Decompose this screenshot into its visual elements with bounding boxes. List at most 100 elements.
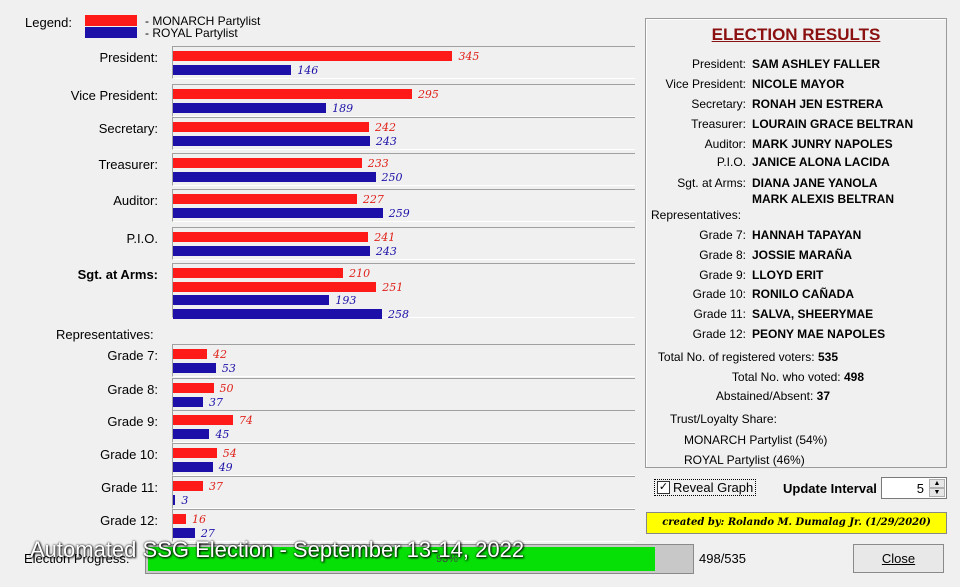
royal-bar: [173, 308, 382, 319]
royal-bar: [173, 135, 370, 146]
bar-value-label: 258: [387, 307, 409, 321]
row-frame: [172, 378, 635, 411]
election-results-panel: ELECTION RESULTS President: SAM ASHLEY FA…: [645, 18, 947, 468]
bar-value-label: 27: [200, 526, 215, 540]
bar-value-label: 37: [208, 480, 223, 493]
legend-label: Legend:: [25, 15, 72, 30]
royal-bar: [173, 171, 376, 182]
officer-result-value: LOURAIN GRACE BELTRAN: [752, 117, 914, 131]
row-label: Grade 8:: [107, 382, 158, 397]
rep-result-key: Grade 9:: [699, 268, 746, 282]
officer-result-value: DIANA JANE YANOLA: [752, 176, 878, 190]
row-frame: [172, 189, 635, 222]
officer-result-value: MARK JUNRY NAPOLES: [752, 137, 893, 151]
royal-bar: [173, 245, 370, 256]
reveal-graph-checkbox[interactable]: ✓ Reveal Graph: [654, 479, 757, 496]
caption-overlay: Automated SSG Election - September 13-14…: [30, 537, 525, 562]
credit-banner: created by: Rolando M. Dumalag Jr. (1/29…: [646, 512, 947, 534]
royal-bar: [173, 362, 216, 373]
monarch-bar: [173, 281, 377, 292]
share-royal: ROYAL Partylist (46%): [684, 453, 805, 467]
monarch-bar: [173, 514, 186, 524]
rep-result-value: LLOYD ERIT: [752, 268, 824, 282]
officer-result-key: P.I.O.: [716, 155, 746, 169]
row-label: Grade 11:: [101, 480, 158, 495]
officer-result-value: MARK ALEXIS BELTRAN: [752, 192, 894, 206]
stat-key: Total No. of registered voters:: [657, 350, 818, 364]
reps-label: Representatives:: [651, 208, 742, 222]
bar-value-label: 243: [375, 134, 397, 148]
officer-result-key: Secretary:: [691, 97, 746, 111]
row-label: Secretary:: [98, 121, 158, 136]
spin-down-icon[interactable]: ▼: [929, 488, 945, 497]
representatives-header: Representatives:: [56, 327, 154, 342]
stat-line: Total No. who voted: 498: [732, 370, 864, 384]
royal-bar: [173, 527, 195, 538]
spin-up-icon[interactable]: ▲: [929, 479, 945, 488]
officer-result-key: Auditor:: [704, 137, 746, 151]
bar-value-label: 49: [218, 460, 233, 474]
close-button[interactable]: Close: [853, 544, 944, 573]
row-label: Grade 10:: [100, 447, 158, 462]
bar-value-label: 53: [221, 361, 236, 375]
stat-value: 37: [816, 389, 830, 403]
legend-swatch-monarch: [85, 15, 137, 26]
bar-value-label: 45: [215, 427, 230, 441]
row-frame: [172, 46, 635, 79]
stat-line: Total No. of registered voters: 535: [658, 350, 838, 364]
bar-value-label: 250: [381, 170, 403, 184]
update-interval-value[interactable]: 5: [916, 481, 924, 496]
royal-bar: [173, 396, 203, 407]
monarch-bar: [173, 194, 357, 204]
row-label: Grade 12:: [100, 513, 158, 528]
results-title: ELECTION RESULTS: [711, 25, 881, 44]
bar-value-label: 251: [382, 280, 404, 294]
rep-result-value: PEONY MAE NAPOLES: [752, 327, 886, 341]
bar-value-label: 3: [181, 493, 189, 507]
legend-royal-label: - ROYAL Partylist: [145, 26, 238, 40]
row-frame: [172, 227, 635, 260]
row-label: President:: [99, 50, 158, 65]
row-label: Sgt. at Arms:: [77, 267, 158, 282]
reveal-graph-label: Reveal Graph: [673, 480, 754, 495]
bar-value-label: 345: [458, 50, 480, 63]
row-frame: [172, 476, 635, 509]
officer-result-key: Treasurer:: [691, 117, 746, 131]
vote-bar-chart: President: 345 146 Vice President: 295 189 Sec…: [71, 46, 635, 542]
progress-fill: [148, 547, 655, 571]
royal-bar: [173, 102, 327, 113]
row-frame: [172, 84, 635, 117]
bar-value-label: 259: [388, 206, 410, 220]
rep-result-key: Grade 8:: [699, 248, 746, 262]
monarch-bar: [173, 51, 453, 61]
rep-result-key: Grade 11:: [693, 307, 746, 321]
update-interval-label: Update Interval: [783, 481, 877, 496]
row-frame: [172, 344, 635, 377]
legend-swatch-royal: [85, 27, 137, 38]
royal-bar: [173, 494, 176, 505]
rep-result-key: Grade 7:: [699, 228, 746, 242]
rep-result-value: HANNAH TAPAYAN: [752, 228, 862, 242]
stat-value: 535: [817, 350, 838, 364]
row-frame: [172, 410, 635, 443]
monarch-bar: [173, 158, 362, 168]
royal-bar: [173, 461, 213, 472]
monarch-bar: [173, 122, 370, 132]
row-frame: [172, 263, 635, 318]
bar-value-label: 242: [375, 121, 397, 134]
update-interval-stepper[interactable]: 5 ▲ ▼: [881, 477, 947, 499]
bar-value-label: 295: [417, 88, 439, 101]
bar-value-label: 37: [208, 395, 223, 409]
row-frame: [172, 443, 635, 476]
monarch-bar: [173, 415, 233, 425]
bar-value-label: 74: [238, 414, 253, 427]
officer-result-value: SAM ASHLEY FALLER: [752, 57, 881, 71]
rep-result-key: Grade 12:: [692, 327, 746, 341]
row-frame: [172, 117, 635, 150]
monarch-bar: [173, 383, 214, 393]
officer-result-key: Vice President:: [665, 77, 747, 91]
progress-count: 498/535: [699, 551, 746, 566]
officer-result-value: NICOLE MAYOR: [752, 77, 845, 91]
royal-bar: [173, 295, 330, 305]
royal-bar: [173, 428, 210, 439]
